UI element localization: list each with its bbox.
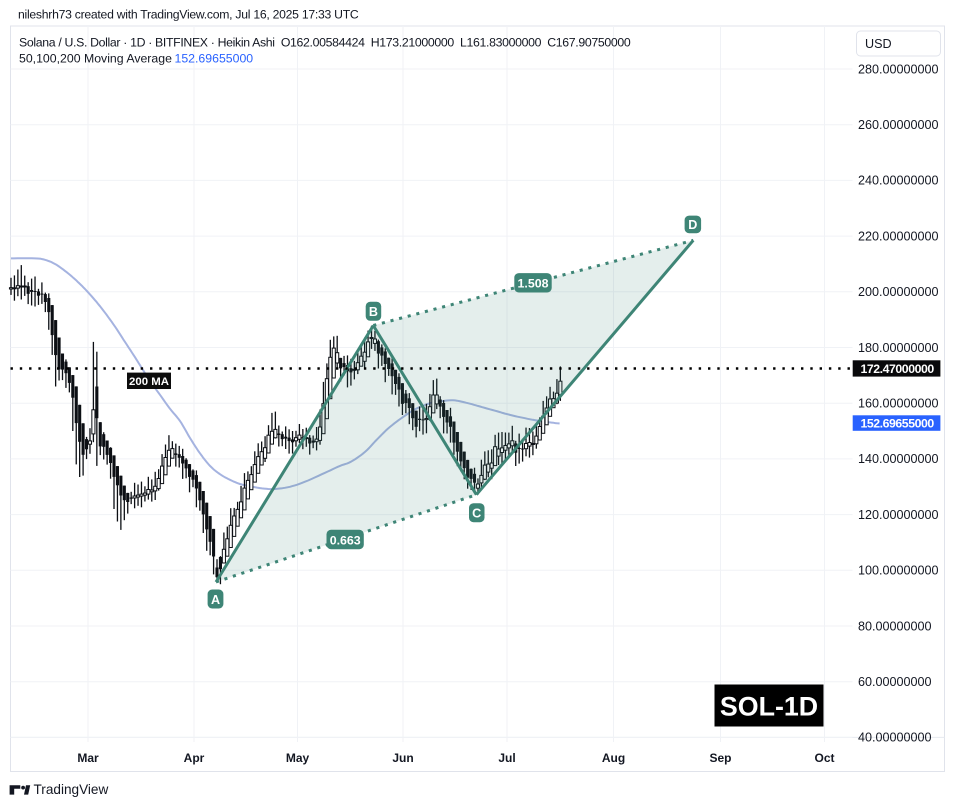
svg-text:USD: USD (865, 37, 892, 51)
svg-text:80.00000000: 80.00000000 (858, 619, 932, 633)
svg-text:Aug: Aug (602, 751, 625, 765)
svg-text:Apr: Apr (184, 751, 205, 765)
svg-text:D: D (688, 218, 697, 232)
svg-text:152.69655000: 152.69655000 (175, 51, 254, 65)
svg-text:Jun: Jun (392, 751, 413, 765)
svg-text:Oct: Oct (814, 751, 834, 765)
svg-text:172.47000000: 172.47000000 (861, 362, 935, 376)
svg-text:Jul: Jul (498, 751, 515, 765)
svg-text:260.00000000: 260.00000000 (858, 118, 939, 132)
svg-text:40.00000000: 40.00000000 (858, 731, 932, 745)
svg-text:200 MA: 200 MA (129, 376, 169, 388)
svg-text:152.69655000: 152.69655000 (861, 416, 935, 430)
svg-text:140.00000000: 140.00000000 (858, 452, 939, 466)
svg-text:B: B (369, 305, 378, 319)
svg-text:100.00000000: 100.00000000 (858, 564, 939, 578)
svg-text:Mar: Mar (77, 751, 99, 765)
svg-text:120.00000000: 120.00000000 (858, 508, 939, 522)
svg-text:0.663: 0.663 (330, 533, 361, 547)
svg-text:nileshrh73 created with Tradin: nileshrh73 created with TradingView.com,… (18, 8, 359, 22)
svg-text:180.00000000: 180.00000000 (858, 341, 939, 355)
svg-text:220.00000000: 220.00000000 (858, 229, 939, 243)
svg-text:240.00000000: 240.00000000 (858, 174, 939, 188)
svg-text:Sep: Sep (709, 751, 731, 765)
svg-text:1.508: 1.508 (517, 277, 548, 291)
svg-text:280.00000000: 280.00000000 (858, 62, 939, 76)
svg-text:Solana / U.S. Dollar · 1D · BI: Solana / U.S. Dollar · 1D · BITFINEX · H… (19, 35, 631, 49)
svg-text:60.00000000: 60.00000000 (858, 675, 932, 689)
svg-text:SOL-1D: SOL-1D (720, 692, 818, 722)
svg-text:50,100,200 Moving Average: 50,100,200 Moving Average (19, 51, 172, 65)
svg-text:200.00000000: 200.00000000 (858, 285, 939, 299)
svg-text:May: May (286, 751, 310, 765)
svg-text:160.00000000: 160.00000000 (858, 397, 939, 411)
svg-text:A: A (211, 593, 220, 607)
svg-text:TradingView: TradingView (34, 782, 109, 797)
svg-text:C: C (472, 507, 481, 521)
